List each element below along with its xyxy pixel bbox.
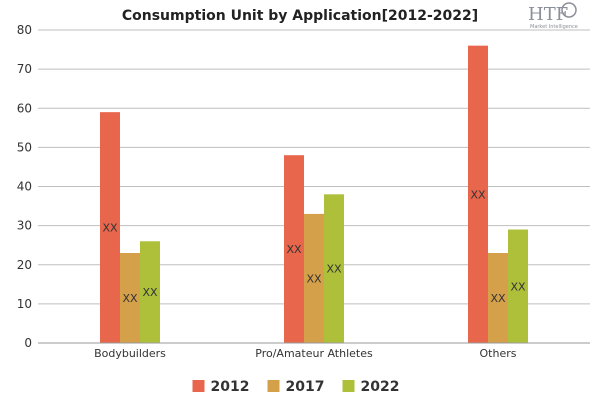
data-labels: XX XX XX XX XX XX XX XX XX	[102, 188, 526, 305]
y-tick-label: 40	[17, 180, 32, 194]
y-tick-label: 30	[17, 219, 32, 233]
bar-2022	[508, 229, 528, 343]
data-label: XX	[490, 292, 506, 305]
legend-swatch	[192, 380, 205, 392]
data-label: XX	[102, 222, 118, 235]
logo-globe-icon	[561, 2, 577, 18]
y-tick-label: 10	[17, 297, 32, 311]
bar-2017	[120, 253, 140, 343]
chart-title: Consumption Unit by Application[2012-202…	[122, 8, 478, 24]
bar-2012	[284, 155, 304, 343]
data-label: XX	[122, 292, 138, 305]
bar-2022	[324, 194, 344, 343]
y-axis-ticks: 0 10 20 30 40 50 60 70 80	[17, 23, 32, 350]
y-tick-label: 50	[17, 140, 32, 154]
x-category-label: Others	[480, 347, 517, 360]
bar-2012	[468, 45, 488, 344]
legend-label: 2022	[361, 379, 400, 395]
y-tick-label: 70	[17, 62, 32, 76]
x-category-label: Bodybuilders	[94, 347, 166, 360]
y-tick-label: 80	[17, 23, 32, 37]
data-label: XX	[286, 243, 302, 256]
y-tick-label: 60	[17, 101, 32, 115]
legend: 2012 2017 2022	[192, 379, 400, 395]
data-label: XX	[470, 188, 486, 201]
data-label: XX	[326, 263, 342, 276]
logo-text: HTF	[528, 4, 568, 25]
data-label: XX	[142, 286, 158, 299]
y-tick-label: 20	[17, 258, 32, 272]
logo-subtext: Market Intelligence	[530, 24, 578, 30]
x-axis-categories: Bodybuilders Pro/Amateur Athletes Others	[94, 347, 517, 360]
legend-label: 2017	[286, 379, 325, 395]
htf-logo: HTF Market Intelligence	[528, 2, 578, 30]
y-tick-label: 0	[24, 336, 32, 350]
bars	[100, 45, 528, 344]
data-label: XX	[306, 272, 322, 285]
bar-2012	[100, 112, 120, 343]
legend-label: 2012	[211, 379, 250, 395]
legend-swatch	[342, 380, 355, 392]
bar-2017	[304, 213, 324, 343]
data-label: XX	[510, 280, 526, 293]
x-category-label: Pro/Amateur Athletes	[255, 347, 373, 360]
bar-2017	[488, 253, 508, 343]
legend-swatch	[267, 380, 280, 392]
bar-2022	[140, 241, 160, 343]
